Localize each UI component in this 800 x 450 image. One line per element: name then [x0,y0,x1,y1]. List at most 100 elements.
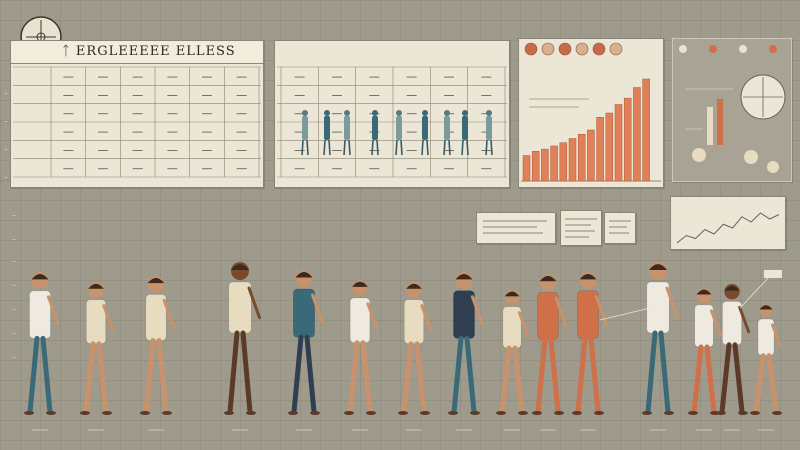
figure-leg [421,139,424,156]
walking-person [496,290,530,415]
person-shoe [24,411,34,415]
pointer-line [739,275,771,309]
walking-person [642,262,679,415]
info-diagram [679,45,786,173]
walking-person [572,272,608,415]
y-axis-mark: — [4,146,8,153]
y-axis-mark: — [4,174,8,181]
figure-head [344,110,350,116]
table-figure [343,110,351,156]
person-leg [360,340,373,415]
walking-person [288,270,324,415]
person-leg [240,330,253,415]
person-shoe [572,411,582,415]
person-arm [102,304,115,333]
figure-head [324,110,330,116]
legend-dot [558,42,572,56]
legend-dot [541,42,555,56]
walking-person [224,262,261,415]
note-lines [483,220,547,234]
table-figure [301,110,309,156]
person-leg [766,353,779,415]
y-axis-mark: — [4,118,8,125]
person-arm [162,298,176,329]
y-axis-mark: — [12,354,16,361]
title-banner [11,41,263,64]
figure-leg [343,139,346,156]
person-hair [579,273,597,280]
person-shoe [554,411,564,415]
legend-dot [609,42,623,56]
figure-body [372,116,378,140]
figure-head [462,110,468,116]
person-shoe [162,411,172,415]
figure-head [396,110,402,116]
bar [642,78,650,182]
person-shoe [140,411,150,415]
person-hair [649,264,667,270]
sparkline [676,212,780,244]
person-arm [770,323,782,347]
bar [596,117,604,182]
person-leg [575,335,588,415]
person-torso [537,292,559,340]
person-leg [414,341,427,415]
person-leg [691,344,704,415]
person-torso [694,304,714,348]
person-torso [85,299,107,345]
figure-body [444,116,450,140]
person-shoe [344,411,354,415]
person-hair [31,273,49,280]
person-leg [548,336,561,415]
figure-leg [328,139,331,156]
walking-person [344,280,379,415]
person-torso [29,290,51,339]
y-axis-mark: — [12,258,16,265]
table-panel-mid [274,40,510,188]
person-torso [349,297,371,344]
walking-person [750,304,782,415]
person-shoe [448,411,458,415]
person-torso [145,294,167,341]
person-hair [295,271,313,278]
figure-body [396,116,402,140]
person-arm [517,311,530,338]
person-hair [724,285,740,291]
person-shoe [750,411,760,415]
table-figure [421,110,429,156]
figure-leg [371,139,374,156]
person-leg [143,338,156,415]
person-shoe [398,411,408,415]
label-tag [764,270,782,278]
page-title: ᛏ ERGLEEEEE ELLESS [62,44,236,59]
figure-leg [400,139,403,156]
note-card-3 [604,212,636,244]
person-torso [577,290,599,339]
person-arm [46,295,60,326]
person-arm [554,297,568,327]
person-torso [646,281,670,334]
bar [623,97,632,182]
note-card-2 [560,210,602,246]
y-axis-mark: — [12,236,16,243]
figure-head [422,110,428,116]
people-timeline [24,262,782,431]
figure-leg [461,139,464,156]
walking-person [398,282,433,415]
person-arm [665,286,679,320]
table-grid-mid [277,66,507,178]
sparkline-chart [676,212,780,244]
figure-body [462,116,468,140]
person-shoe [420,411,430,415]
person-leg [291,334,304,415]
walking-person [532,274,568,415]
person-torso [502,306,522,349]
person-shoe [366,411,376,415]
sparkline-panel [670,196,786,250]
figure-head [444,110,450,116]
bar [550,145,558,182]
walking-person [24,272,60,415]
figure-body [302,116,308,140]
person-leg [451,335,464,415]
